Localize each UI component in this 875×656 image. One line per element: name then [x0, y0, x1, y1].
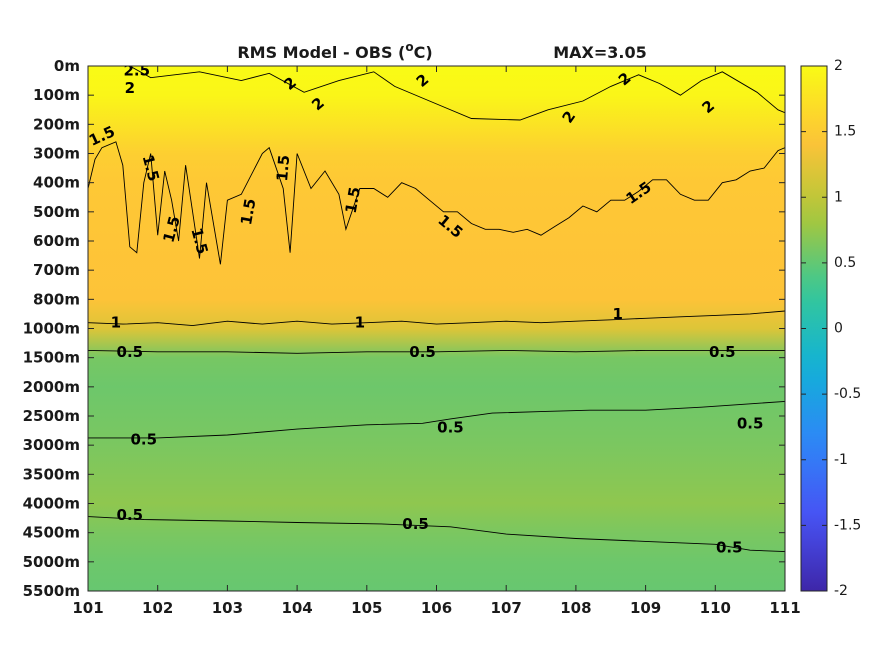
y-tick-label: 200m	[33, 115, 80, 133]
x-axis: 101 102 103 104 105 106 107 108 109 110 111	[72, 66, 801, 617]
contour-label: 0.5	[409, 343, 436, 361]
y-tick-label: 3500m	[23, 465, 80, 483]
contour-label: 0.5	[737, 414, 764, 432]
y-tick-label: 2000m	[23, 378, 80, 396]
contour-label: 1.5	[273, 154, 293, 182]
colorbar-tick-label: 1	[834, 189, 843, 205]
colorbar-tick-label: -1.5	[834, 517, 861, 533]
y-tick-label: 800m	[33, 290, 80, 308]
contour-label: 1	[355, 314, 365, 332]
x-tick-label: 109	[630, 599, 661, 617]
y-tick-label: 2500m	[23, 407, 80, 425]
max-label: MAX=3.05	[553, 43, 647, 62]
contour-line	[88, 141, 785, 265]
contour-label: 0.5	[402, 515, 429, 533]
colorbar-tick-label: -0.5	[834, 386, 861, 402]
contour-label: 2	[125, 79, 135, 97]
x-tick-label: 102	[142, 599, 173, 617]
y-tick-label: 5500m	[23, 582, 80, 600]
y-tick-label: 1000m	[23, 320, 80, 338]
contour-label: 0.5	[437, 419, 464, 437]
field-fill	[88, 66, 785, 591]
x-tick-label: 104	[281, 599, 312, 617]
contour-label: 1	[111, 314, 121, 332]
y-tick-label: 0m	[54, 57, 80, 75]
contour-line	[88, 310, 785, 327]
contour-label: 0.5	[130, 430, 157, 448]
contour-line	[88, 516, 785, 553]
chart-title: RMS Model - OBS (oC)	[237, 40, 432, 62]
y-tick-label: 300m	[33, 145, 80, 163]
contour-label: 1	[613, 305, 623, 323]
x-tick-label: 101	[72, 599, 103, 617]
contour-lines	[88, 66, 785, 553]
contour-label: 2.5	[124, 61, 151, 79]
colorbar-tick-label: -1	[834, 452, 848, 468]
x-tick-label: 110	[700, 599, 731, 617]
x-tick-label: 108	[560, 599, 591, 617]
y-tick-label: 100m	[33, 86, 80, 104]
colorbar-tick-label: 2	[834, 58, 843, 74]
x-tick-label: 106	[421, 599, 452, 617]
y-tick-label: 700m	[33, 261, 80, 279]
y-tick-label: 4000m	[23, 495, 80, 513]
colorbar-tick-label: 0.5	[834, 255, 856, 271]
y-tick-label: 400m	[33, 174, 80, 192]
contour-line	[88, 349, 785, 354]
y-tick-label: 3000m	[23, 436, 80, 454]
colorbar-tick-label: 0	[834, 321, 843, 337]
y-tick-label: 500m	[33, 203, 80, 221]
y-tick-label: 4500m	[23, 524, 80, 542]
x-tick-label: 105	[351, 599, 382, 617]
contour-label: 0.5	[709, 343, 736, 361]
y-axis: 0m 100m 200m 300m 400m 500m 600m 700m 800m 1000m 1…	[23, 57, 785, 600]
contour-label: 0.5	[117, 506, 144, 524]
contour-line	[88, 400, 785, 439]
x-tick-label: 103	[212, 599, 243, 617]
colorbar-ticks: 2 1.5 1 0.5 0 -0.5 -1 -1.5 -2	[801, 58, 861, 599]
colorbar-tick-label: 1.5	[834, 124, 856, 140]
contour-label: 1.5	[237, 197, 259, 226]
contour-line	[129, 66, 785, 121]
contour-label: 0.5	[716, 538, 743, 556]
colorbar-tick-label: -2	[834, 583, 848, 599]
x-tick-label: 107	[491, 599, 522, 617]
y-tick-label: 1500m	[23, 349, 80, 367]
y-tick-label: 5000m	[23, 553, 80, 571]
contour-label: 0.5	[117, 343, 144, 361]
y-tick-label: 600m	[33, 232, 80, 250]
x-tick-label: 111	[769, 599, 800, 617]
contour-label: 1.5	[342, 186, 364, 215]
